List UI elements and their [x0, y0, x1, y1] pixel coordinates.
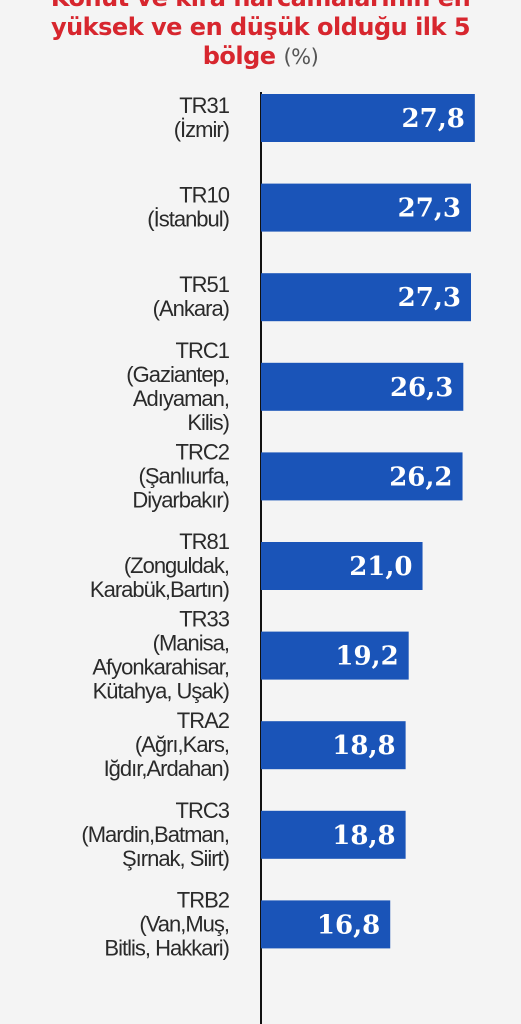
data-label: 27,3: [398, 283, 461, 313]
category-region-label: (Manisa,: [153, 631, 229, 656]
category-region-label: Kilis): [187, 410, 229, 435]
category-region-label: Bitlis, Hakkari): [104, 935, 229, 960]
title-line-2: yüksek ve en düşük olduğu ilk 5: [50, 13, 471, 41]
category-code-label: TR33: [179, 607, 230, 632]
data-label: 16,8: [317, 910, 380, 940]
bar-tr33: [261, 631, 409, 680]
title-line-3-text: bölge: [202, 42, 276, 70]
category-region-label: (İzmir): [174, 117, 229, 142]
data-label: 19,2: [335, 642, 398, 672]
bar-trc2: [261, 452, 463, 501]
bar-tr31: [261, 94, 475, 142]
category-code-label: TRC3: [176, 798, 230, 823]
data-label: 18,8: [332, 821, 395, 851]
category-region-label: (Şanlıurfa,: [139, 463, 230, 488]
category-region-label: (Zonguldak,: [124, 553, 229, 578]
category-code-label: TR81: [179, 529, 230, 554]
category-code-label: TRB2: [177, 887, 230, 912]
category-region-label: Karabük,Bartın): [90, 577, 229, 602]
title-unit: (%): [283, 45, 319, 69]
title-line-1: Konut ve kira harcamalarının en: [0, 0, 521, 13]
data-label: 21,0: [349, 552, 412, 582]
bar-tra2: [261, 721, 406, 770]
category-code-label: TRA2: [177, 708, 230, 733]
category-code-label: TR51: [179, 272, 230, 297]
bar-trb2: [261, 900, 391, 949]
data-label: 26,3: [390, 373, 453, 403]
category-region-label: Iğdır,Ardahan): [104, 756, 229, 781]
category-code-label: TR31: [179, 93, 230, 118]
category-region-label: Kütahya, Uşak): [93, 679, 229, 704]
category-region-label: (İstanbul): [147, 207, 229, 232]
category-region-label: Diyarbakır): [132, 487, 229, 512]
data-label: 27,8: [402, 104, 465, 134]
category-code-label: TR10: [179, 183, 230, 208]
category-region-label: (Mardin,Batman,: [81, 822, 229, 847]
category-region-label: (Van,Muş,: [139, 911, 229, 936]
title-line-3: bölge (%): [0, 42, 521, 72]
category-code-label: TRC1: [176, 338, 230, 363]
category-region-label: (Gaziantep,: [126, 362, 229, 387]
category-code-label: TRC2: [176, 439, 230, 464]
bar-tr81: [261, 542, 423, 590]
bar-tr51: [261, 273, 471, 322]
data-label: 27,3: [398, 194, 461, 224]
category-region-label: (Ağrı,Kars,: [135, 732, 229, 757]
bar-tr10: [261, 183, 471, 232]
bar-trc1: [261, 362, 464, 411]
chart-title: Konut ve kira harcamalarının en yüksek v…: [0, 0, 521, 72]
data-label: 18,8: [332, 731, 395, 761]
category-region-label: Afyonkarahisar,: [92, 655, 229, 680]
category-region-label: Adıyaman,: [133, 386, 229, 411]
category-region-label: (Ankara): [153, 296, 229, 321]
data-label: 26,2: [389, 462, 452, 492]
bar-trc3: [261, 810, 406, 859]
category-region-label: Şırnak, Siirt): [122, 846, 229, 871]
